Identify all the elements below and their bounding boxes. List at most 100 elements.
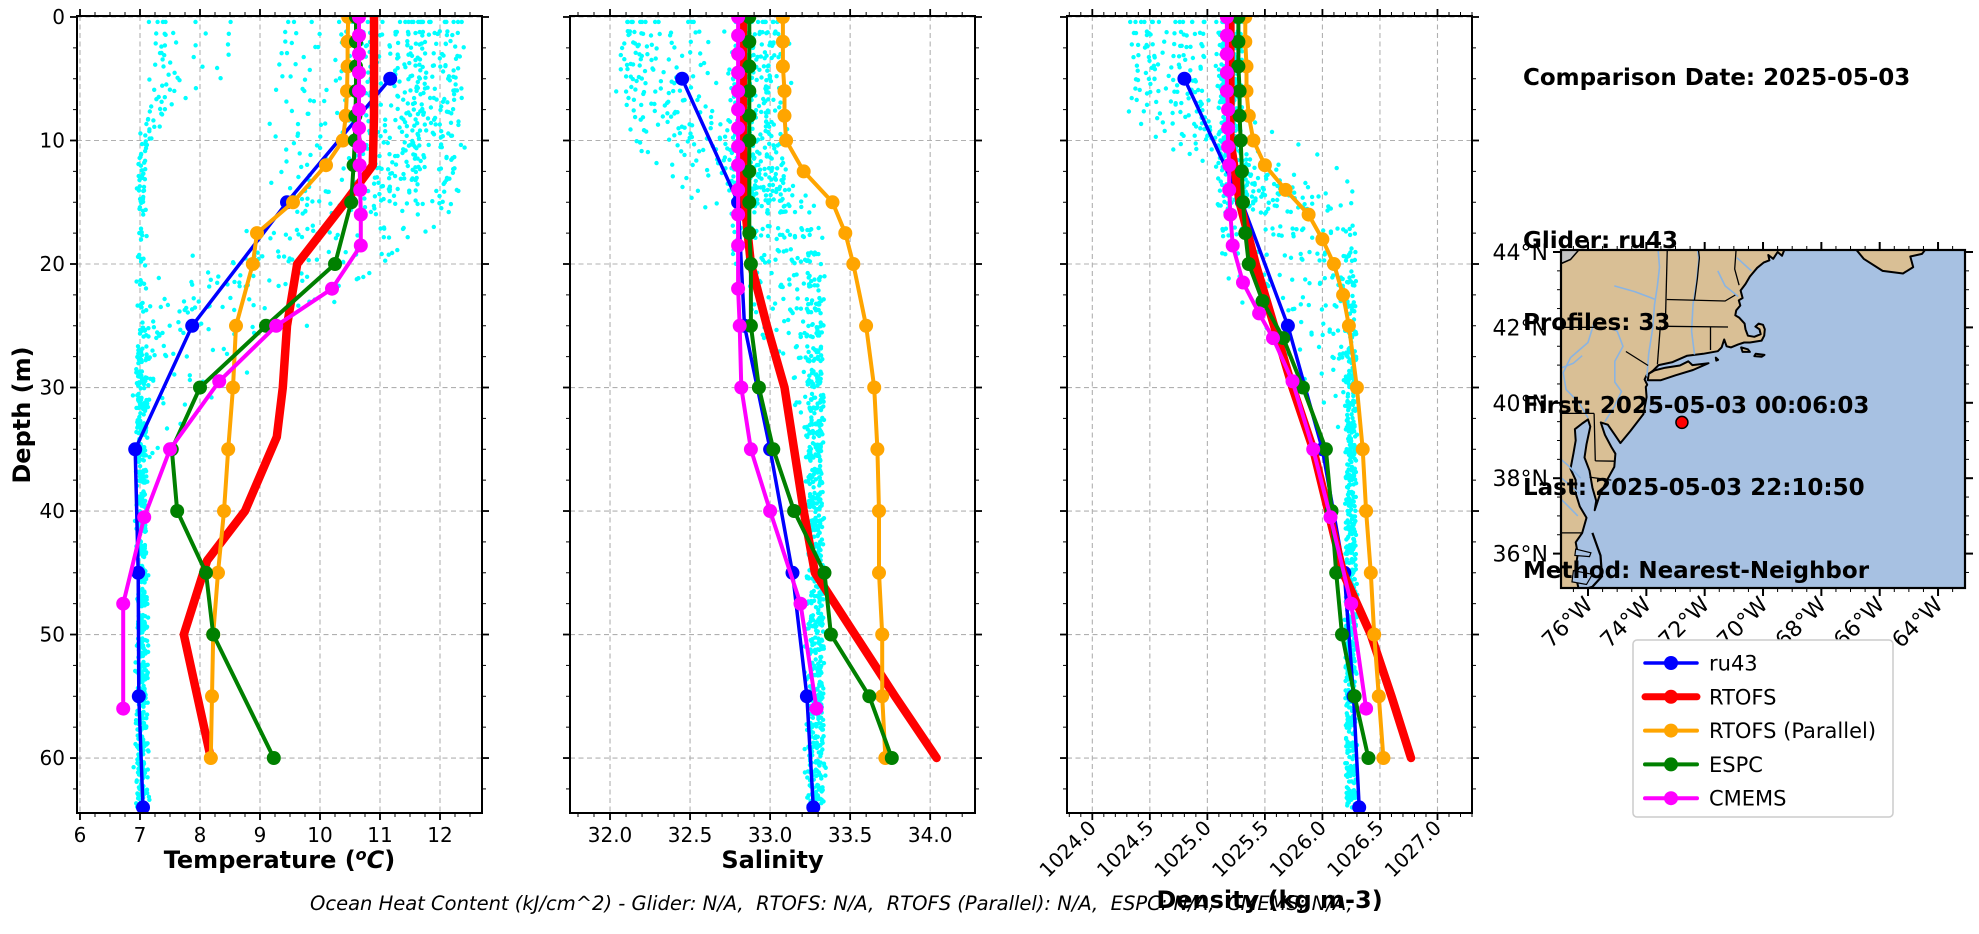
series-marker: [1222, 182, 1237, 197]
map-state-border: [1734, 250, 1740, 286]
series-marker: [731, 182, 746, 197]
series-cmems: [731, 16, 824, 716]
series-cmems: [116, 16, 368, 716]
series-marker: [136, 800, 150, 813]
x-tick-label: 9: [254, 823, 267, 847]
legend-entry-ru43: ru43: [1643, 652, 1758, 676]
series-marker: [193, 380, 207, 395]
x-tick-labels: 6 7 8 9 10 11 12: [74, 823, 453, 847]
legend-box: ru43 RTOFS RTOFS (Parallel) ESPC CMEMS: [1632, 639, 1894, 818]
series-marker: [226, 380, 240, 395]
series-marker: [1367, 627, 1382, 642]
series-espc: [742, 16, 899, 765]
series-marker: [799, 689, 814, 704]
series-marker: [875, 627, 890, 642]
ocean-heat-content-caption: Ocean Heat Content (kJ/cm^2) - Glider: N…: [310, 892, 1353, 915]
series-marker: [775, 59, 790, 74]
plot-frame: [76, 15, 483, 814]
series-marker: [1177, 71, 1192, 86]
series-marker: [1306, 442, 1321, 457]
series-marker: [793, 596, 808, 611]
series-marker: [1359, 701, 1374, 716]
grid: [1067, 16, 1472, 813]
x-tick-label: 34.0: [908, 823, 953, 847]
series-marker: [884, 751, 899, 765]
legend-entry-label: RTOFS (Parallel): [1709, 719, 1876, 743]
map-state-border: [1625, 350, 1649, 367]
map-lat-label: 40°N: [1493, 392, 1548, 417]
tick-marks: [563, 9, 982, 820]
series-marker: [128, 442, 143, 457]
series-marker: [1255, 294, 1270, 309]
series-marker: [742, 133, 757, 148]
x-tick-label: 7: [134, 823, 147, 847]
legend-entry-rtofs-parallel: RTOFS (Parallel): [1643, 719, 1876, 743]
series-marker: [809, 701, 824, 716]
series-rtofs-parallel: [203, 16, 356, 765]
series-marker: [775, 16, 790, 24]
map-river: [1562, 323, 1595, 419]
first-time-text: First: 2025-05-03 00:06:03: [1523, 392, 1870, 419]
series-marker: [170, 504, 185, 518]
map-river: [1561, 498, 1579, 517]
map-state-border: [1593, 413, 1596, 461]
comparison-date-text: Comparison Date: 2025-05-03: [1523, 65, 1911, 91]
map-lat-label: 44°N: [1493, 241, 1548, 266]
map-state-border: [1664, 250, 1668, 327]
series-marker: [675, 71, 690, 86]
series-marker: [185, 318, 200, 333]
series-marker: [846, 257, 861, 271]
series-marker: [1234, 164, 1249, 179]
series-marker: [859, 318, 874, 333]
series-marker: [229, 318, 243, 333]
series-marker: [872, 504, 886, 518]
series-marker: [1376, 751, 1391, 765]
map-island: [1855, 250, 1927, 275]
legend-entry-label: ru43: [1709, 652, 1758, 676]
series-marker: [353, 238, 368, 253]
series-marker: [352, 84, 366, 99]
series-marker: [1326, 257, 1341, 271]
series-marker: [163, 442, 177, 457]
depth-tick-label: 40: [40, 499, 65, 523]
series-marker: [1221, 121, 1236, 136]
map-state-border: [1665, 325, 1729, 328]
density-axis-label: Density (kg m-3): [1156, 886, 1382, 914]
series-marker: [206, 627, 221, 642]
series-marker: [1336, 287, 1351, 302]
series-marker: [796, 164, 811, 179]
map-island: [1646, 360, 1710, 382]
series-marker: [1219, 47, 1234, 61]
x-tick-label: 12: [427, 823, 452, 847]
series-marker: [1236, 195, 1250, 210]
series-marker: [1359, 504, 1374, 518]
series-marker: [1323, 510, 1338, 525]
series-marker: [328, 257, 342, 271]
info-panel: Comparison Date: 2025-05-03 Glider: ru43…: [1523, 10, 1910, 640]
x-tick-label: 33.0: [748, 823, 793, 847]
series-marker: [352, 121, 366, 136]
legend-entry-espc: ESPC: [1643, 753, 1763, 777]
map-river: [1614, 285, 1655, 300]
series-marker: [872, 565, 886, 580]
map-island: [1753, 352, 1766, 358]
series-marker: [1236, 275, 1250, 290]
series-marker: [1329, 565, 1344, 580]
series-marker: [731, 281, 746, 296]
series-marker: [742, 164, 757, 179]
series-marker: [352, 158, 367, 173]
depth-tick-labels: 0 10 20 30 40 50 60: [40, 5, 65, 770]
series-marker: [766, 442, 781, 457]
series-marker: [823, 627, 838, 642]
series-marker: [353, 207, 368, 222]
series-marker: [1232, 84, 1247, 99]
series-marker: [1363, 565, 1378, 580]
series-marker: [838, 226, 853, 241]
series-marker: [1238, 226, 1253, 241]
density-chart: 1024.01024.51025.01025.51026.01026.51027…: [1034, 9, 1479, 914]
series-marker: [1219, 16, 1234, 24]
x-tick-label: 32.0: [588, 823, 633, 847]
map-state-border: [1666, 294, 1736, 302]
